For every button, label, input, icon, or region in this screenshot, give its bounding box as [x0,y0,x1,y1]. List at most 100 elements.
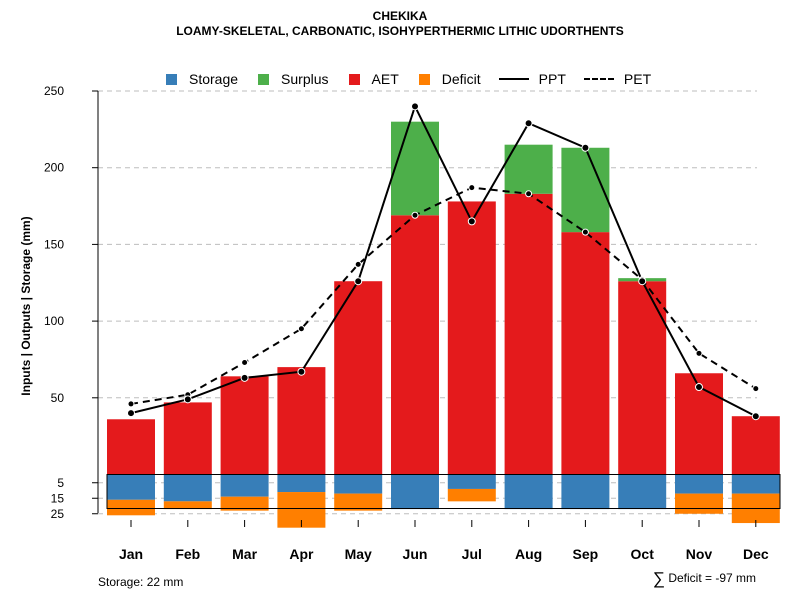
y-tick-label: 5 [57,476,64,490]
deficit-bar [447,488,496,502]
aet-bar [618,281,667,475]
legend-item: Surplus [252,71,329,87]
pet-point [525,190,533,198]
deficit-bar [107,499,155,516]
pet-point [354,260,362,268]
aet-bar [391,215,439,475]
deficit-note: ∑ Deficit = -97 mm [653,569,756,589]
chart-subtitle: LOAMY-SKELETAL, CARBONATIC, ISOHYPERTHER… [176,24,624,38]
y-tick-label: 100 [44,314,64,328]
legend-item: PPT [495,71,566,87]
pet-point [468,184,476,192]
aet-bar [504,193,553,475]
x-tick-label: Jun [403,546,428,562]
ppt-point [695,383,703,392]
storage-bar [391,475,439,510]
surplus-bar [561,147,610,233]
x-tick-label: Nov [686,546,713,562]
storage-bar [107,475,155,500]
chart-title: CHEKIKA [372,9,428,23]
aet-bar [561,232,610,475]
x-tick-label: Apr [289,546,314,562]
y-tick-label: 200 [44,161,64,175]
pet-point [411,211,419,219]
x-tick-label: Sep [573,546,599,562]
storage-bar [447,475,496,489]
surplus-bar [391,121,439,216]
legend-swatch [418,73,430,85]
ppt-point [524,119,533,128]
ppt-point [411,102,419,111]
sigma-symbol: ∑ [652,569,665,588]
x-tick-label: Jul [462,546,482,562]
x-tick-label: Dec [743,546,769,562]
storage-bar [277,475,326,493]
aet-bar [277,367,326,475]
aet-bar [107,419,155,475]
ppt-point [183,395,192,404]
storage-bar [561,475,610,510]
x-tick-label: Jan [119,546,143,562]
pet-point [127,400,135,408]
pet-point [752,385,760,393]
ppt-point [297,367,306,376]
ppt-point [240,373,249,382]
aet-bar [334,281,383,475]
legend-item: PET [580,71,651,87]
storage-note: Storage: 22 mm [98,575,184,589]
deficit-bar [163,501,212,510]
legend-item: AET [343,71,399,87]
y-tick-label: 50 [51,391,65,405]
legend-line [498,78,529,80]
storage-bar [163,475,212,502]
legend: Storage Surplus AET Deficit PPT PET [160,70,665,88]
surplus-bar [504,144,553,194]
x-tick-label: Mar [232,546,257,562]
legend-label: Surplus [281,71,329,87]
aet-bar [220,376,269,475]
ppt-point [581,143,590,152]
legend-label: Deficit [441,71,481,87]
storage-bar [618,475,667,510]
pet-point [297,325,305,333]
pet-point [581,228,589,236]
legend-swatch [258,73,270,85]
x-tick-label: May [345,546,372,562]
deficit-bar [675,493,723,514]
x-tick-label: Oct [631,546,655,562]
storage-bar [675,475,723,494]
aet-bar [731,416,780,475]
ppt-line [130,103,757,418]
storage-bar [334,475,383,494]
y-tick-label: 250 [44,84,64,98]
legend-label: Storage [189,71,239,87]
legend-label: PET [623,71,652,87]
y-tick-label: 150 [44,237,64,251]
legend-label: PPT [538,71,566,87]
deficit-note-text: Deficit = -97 mm [668,571,756,585]
x-tick-label: Feb [175,546,200,562]
legend-swatch [166,73,177,85]
ppt-point [354,277,363,286]
legend-line [583,78,614,80]
ppt-point [127,409,135,418]
y-tick-label: 15 [51,491,65,505]
ppt-point [467,217,476,226]
ppt-point [751,412,760,421]
legend-label: AET [371,71,399,87]
legend-item: Deficit [413,71,481,87]
ppt-point [638,277,647,286]
aet-bar [163,402,212,475]
storage-bar [731,475,780,494]
y-tick-label: 25 [51,507,65,521]
pet-point [241,359,249,367]
aet-bar [447,201,496,475]
storage-bar [220,475,269,497]
x-tick-label: Aug [515,546,542,562]
legend-swatch [348,73,360,85]
storage-panel-frame [106,474,781,509]
deficit-bar [334,493,383,511]
deficit-bar [220,496,269,511]
pet-line [130,186,757,405]
